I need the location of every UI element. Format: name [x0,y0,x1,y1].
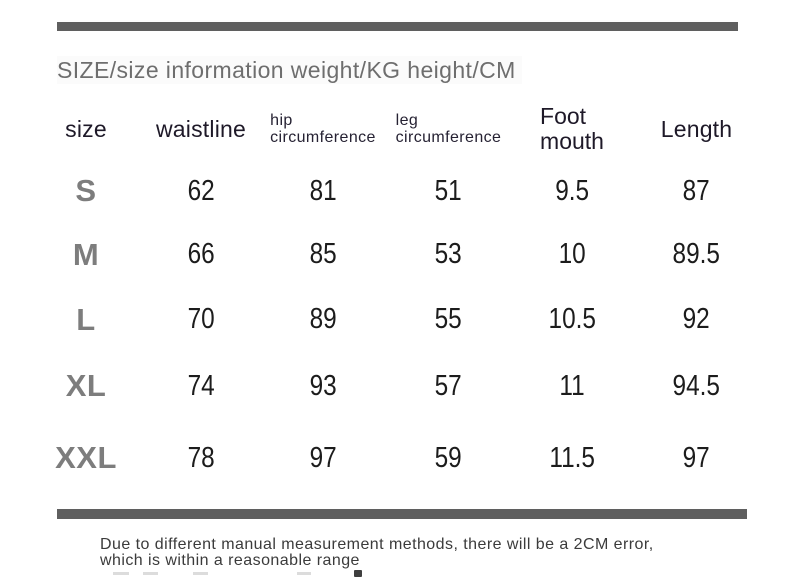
header-label-foot-mouth: Foot mouth [540,104,604,154]
bottom-divider-bar [57,509,747,519]
table-row-xxl-waistline: 78 [142,420,260,496]
table-row-m-foot: 10 [511,222,633,287]
value: 10 [558,238,586,270]
value: 94.5 [672,369,721,402]
table-row-s-foot: 9.5 [511,160,633,222]
table-row-s-size: S [30,160,142,222]
cropped-next-line-dash [143,572,158,575]
value: 66 [187,238,215,270]
table-row-m-length: 89.5 [633,222,760,287]
table-row-m-leg: 53 [386,222,511,287]
table-row-xl-leg: 57 [386,352,511,420]
header-leg-line1: leg [395,112,419,129]
table-row-l-leg: 55 [386,287,511,352]
header-foot-line1: Foot [540,103,587,129]
table-row-xxl-hip: 97 [260,420,386,496]
value: 97 [682,441,711,474]
size-label: M [72,236,100,272]
cropped-next-line-dash [193,572,208,575]
value: 92 [682,303,711,335]
size-label: XL [65,368,107,403]
header-cell-foot-mouth: Foot mouth [511,98,633,160]
measurement-note-line1: Due to different manual measurement meth… [100,536,654,553]
value: 9.5 [555,174,589,207]
header-label-length: Length [660,115,733,142]
table-row-xxl-size: XXL [30,420,142,496]
table-row-s-hip: 81 [260,160,386,222]
value: 59 [434,441,463,474]
cropped-next-line-dash [297,572,311,575]
header-label-hip-circumference: hip circumference [270,112,376,146]
table-row-xxl-length: 97 [633,420,760,496]
header-hip-line1: hip [270,112,293,129]
cropped-next-line-dash [113,572,129,575]
table-row-xl-length: 94.5 [633,352,760,420]
value: 11 [559,369,585,402]
table-row-l-foot: 10.5 [511,287,633,352]
table-row-m-hip: 85 [260,222,386,287]
size-label: XXL [55,440,117,475]
table-row-s-waistline: 62 [142,160,260,222]
table-row-xl-waistline: 74 [142,352,260,420]
value: 87 [682,174,711,207]
header-cell-waistline: waistline [142,98,260,160]
size-table: size waistline hip circumference leg cir… [30,98,760,496]
table-row-xl-size: XL [30,352,142,420]
value: 70 [187,303,215,335]
table-row-s-length: 87 [633,160,760,222]
table-row-m-waistline: 66 [142,222,260,287]
value: 78 [187,441,215,474]
cropped-next-line-glyph [354,570,362,577]
top-divider-bar [57,22,738,31]
value: 89.5 [672,238,721,270]
value: 55 [434,303,463,335]
value: 93 [309,369,337,402]
table-row-s-leg: 51 [386,160,511,222]
value: 74 [187,369,215,402]
header-foot-line2: mouth [540,128,604,154]
measurement-note: Due to different manual measurement meth… [100,537,654,568]
table-row-m-size: M [30,222,142,287]
table-row-xxl-foot: 11.5 [511,420,633,496]
header-cell-length: Length [633,98,760,160]
value: 10.5 [548,303,596,335]
header-cell-size: size [30,98,142,160]
size-label: S [75,173,97,208]
header-cell-leg-circumference: leg circumference [386,98,511,160]
value: 57 [434,369,463,402]
table-row-xl-hip: 93 [260,352,386,420]
value: 81 [309,174,337,207]
value: 53 [434,238,463,270]
measurement-note-line2: which is within a reasonable range [100,551,360,569]
table-row-xxl-leg: 59 [386,420,511,496]
value: 51 [434,174,463,207]
table-row-xl-foot: 11 [511,352,633,420]
header-cell-hip-circumference: hip circumference [260,98,386,160]
size-chart-title: SIZE/size information weight/KG height/C… [57,56,522,84]
header-label-leg-circumference: leg circumference [396,112,502,146]
value: 89 [309,303,337,335]
table-row-l-length: 92 [633,287,760,352]
table-row-l-waistline: 70 [142,287,260,352]
header-label-size: size [65,115,107,142]
value: 97 [309,441,337,474]
header-hip-line2: circumference [270,129,376,146]
value: 62 [187,174,215,207]
value: 85 [309,238,337,270]
table-row-l-size: L [30,287,142,352]
table-row-l-hip: 89 [260,287,386,352]
size-label: L [76,301,96,337]
header-label-waistline: waistline [155,115,246,142]
header-leg-line2: circumference [395,129,502,146]
value: 11.5 [549,441,595,474]
